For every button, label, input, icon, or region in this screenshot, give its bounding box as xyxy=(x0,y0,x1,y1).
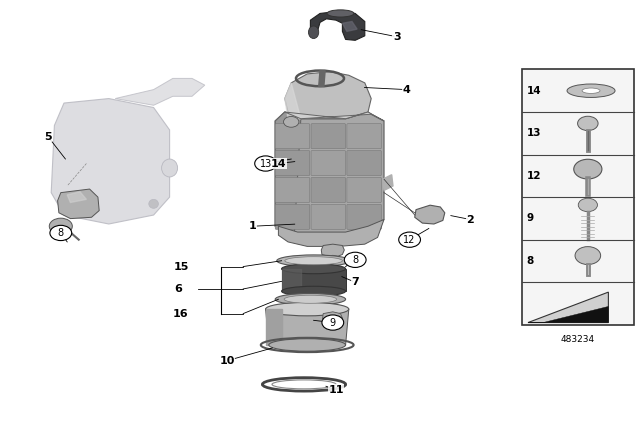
Polygon shape xyxy=(415,205,445,224)
Ellipse shape xyxy=(282,286,346,296)
FancyBboxPatch shape xyxy=(275,204,310,229)
Polygon shape xyxy=(285,72,371,119)
FancyBboxPatch shape xyxy=(311,151,346,176)
Circle shape xyxy=(284,116,299,127)
Polygon shape xyxy=(275,112,301,233)
Circle shape xyxy=(574,159,602,179)
Text: 14: 14 xyxy=(271,159,286,168)
Polygon shape xyxy=(115,78,205,105)
Ellipse shape xyxy=(269,339,346,351)
FancyBboxPatch shape xyxy=(311,177,346,202)
Polygon shape xyxy=(266,309,282,345)
Ellipse shape xyxy=(308,26,319,39)
Ellipse shape xyxy=(567,84,615,98)
FancyBboxPatch shape xyxy=(347,124,381,149)
Text: 12: 12 xyxy=(403,235,416,245)
Circle shape xyxy=(344,252,366,267)
Polygon shape xyxy=(266,309,349,345)
Polygon shape xyxy=(282,269,301,291)
Polygon shape xyxy=(310,11,365,40)
Circle shape xyxy=(399,232,420,247)
Text: 8: 8 xyxy=(58,228,64,238)
Text: 6: 6 xyxy=(175,284,182,294)
Polygon shape xyxy=(67,192,86,202)
FancyBboxPatch shape xyxy=(347,204,381,229)
Text: 7: 7 xyxy=(351,277,359,287)
Ellipse shape xyxy=(285,257,342,265)
Ellipse shape xyxy=(277,255,351,267)
Polygon shape xyxy=(383,175,393,190)
Polygon shape xyxy=(321,244,344,256)
Polygon shape xyxy=(528,306,609,323)
Ellipse shape xyxy=(327,10,354,17)
Circle shape xyxy=(579,198,598,212)
Bar xyxy=(522,69,634,325)
Polygon shape xyxy=(285,112,384,121)
Ellipse shape xyxy=(266,302,349,316)
Text: 2: 2 xyxy=(467,215,474,224)
Text: 13: 13 xyxy=(527,128,541,138)
Polygon shape xyxy=(319,71,325,86)
Text: 1: 1 xyxy=(249,221,257,231)
FancyBboxPatch shape xyxy=(275,151,310,176)
Circle shape xyxy=(322,315,344,330)
Polygon shape xyxy=(323,312,342,323)
Text: 9: 9 xyxy=(330,318,336,327)
Text: 12: 12 xyxy=(527,171,541,181)
Circle shape xyxy=(575,246,600,264)
FancyBboxPatch shape xyxy=(275,177,310,202)
Text: 3: 3 xyxy=(393,32,401,42)
FancyBboxPatch shape xyxy=(347,151,381,176)
Circle shape xyxy=(255,156,276,171)
Text: 14: 14 xyxy=(527,86,541,96)
Ellipse shape xyxy=(162,159,178,177)
Text: 9: 9 xyxy=(527,213,534,224)
Polygon shape xyxy=(58,189,99,219)
Text: 11: 11 xyxy=(328,385,344,395)
Text: 8: 8 xyxy=(352,255,358,265)
Polygon shape xyxy=(278,220,384,246)
Polygon shape xyxy=(285,83,301,119)
Text: 15: 15 xyxy=(173,262,189,271)
Ellipse shape xyxy=(148,199,159,208)
Text: 5: 5 xyxy=(44,132,52,142)
Polygon shape xyxy=(51,99,170,224)
Polygon shape xyxy=(282,269,346,291)
Circle shape xyxy=(50,225,72,241)
Text: 10: 10 xyxy=(220,356,235,366)
Polygon shape xyxy=(275,112,384,233)
Text: 8: 8 xyxy=(527,256,534,266)
Ellipse shape xyxy=(582,88,600,94)
Text: 4: 4 xyxy=(403,85,410,95)
FancyBboxPatch shape xyxy=(275,124,310,149)
FancyBboxPatch shape xyxy=(311,124,346,149)
Polygon shape xyxy=(528,292,609,323)
Ellipse shape xyxy=(284,295,337,303)
Text: 13: 13 xyxy=(259,159,272,168)
Circle shape xyxy=(49,218,72,234)
Ellipse shape xyxy=(63,195,72,204)
FancyBboxPatch shape xyxy=(311,204,346,229)
FancyBboxPatch shape xyxy=(347,177,381,202)
Text: 16: 16 xyxy=(173,309,189,319)
Ellipse shape xyxy=(282,264,346,274)
Circle shape xyxy=(578,116,598,131)
Ellipse shape xyxy=(275,293,346,305)
Polygon shape xyxy=(342,22,357,31)
Text: 483234: 483234 xyxy=(561,335,595,344)
